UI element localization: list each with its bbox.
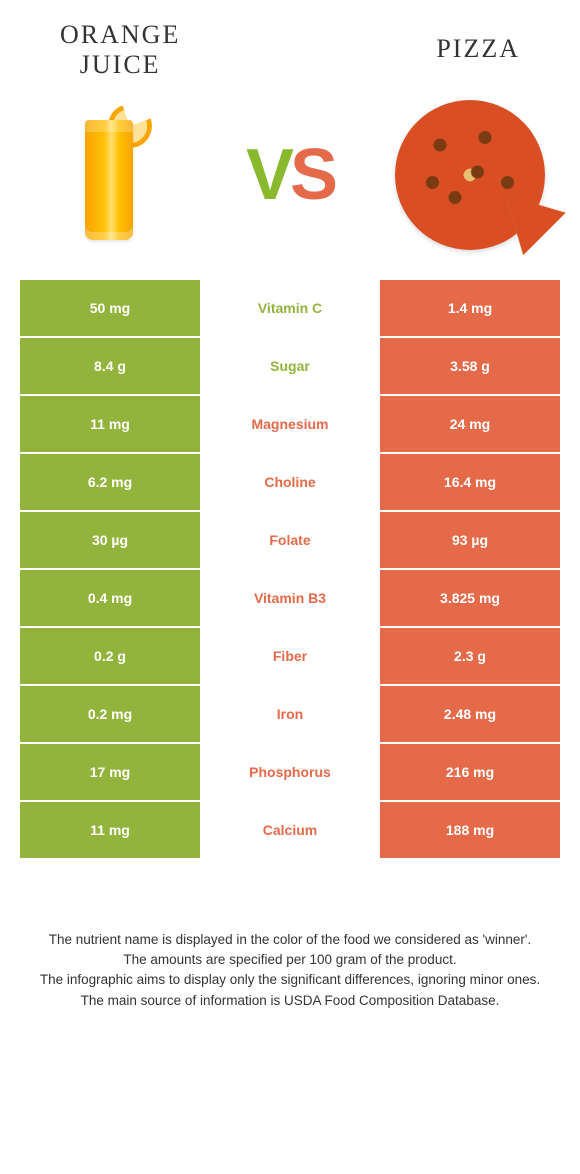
nutrient-name: Folate	[200, 512, 380, 568]
right-value: 2.3 g	[380, 628, 560, 684]
right-value: 93 µg	[380, 512, 560, 568]
vs-label: VS	[246, 134, 334, 216]
table-row: 0.4 mgVitamin B33.825 mg	[20, 570, 560, 626]
nutrient-name: Magnesium	[200, 396, 380, 452]
table-row: 11 mgMagnesium24 mg	[20, 396, 560, 452]
footer-line: The main source of information is USDA F…	[36, 991, 544, 1011]
pizza-icon	[395, 100, 545, 250]
orange-juice-icon	[50, 100, 170, 250]
nutrient-name: Vitamin B3	[200, 570, 380, 626]
table-row: 17 mgPhosphorus216 mg	[20, 744, 560, 800]
left-value: 6.2 mg	[20, 454, 200, 510]
footer-line: The infographic aims to display only the…	[36, 970, 544, 990]
right-value: 16.4 mg	[380, 454, 560, 510]
pizza-image	[390, 95, 550, 255]
right-value: 3.825 mg	[380, 570, 560, 626]
footer-notes: The nutrient name is displayed in the co…	[0, 860, 580, 1011]
right-value: 1.4 mg	[380, 280, 560, 336]
nutrient-name: Choline	[200, 454, 380, 510]
right-value: 3.58 g	[380, 338, 560, 394]
left-food-title: ORANGEJUICE	[60, 20, 180, 80]
right-value: 24 mg	[380, 396, 560, 452]
nutrient-name: Calcium	[200, 802, 380, 858]
left-value: 8.4 g	[20, 338, 200, 394]
nutrient-name: Fiber	[200, 628, 380, 684]
left-value: 17 mg	[20, 744, 200, 800]
nutrient-name: Vitamin C	[200, 280, 380, 336]
left-value: 0.2 mg	[20, 686, 200, 742]
images-row: VS	[0, 90, 580, 280]
nutrient-table: 50 mgVitamin C1.4 mg8.4 gSugar3.58 g11 m…	[0, 280, 580, 858]
table-row: 6.2 mgCholine16.4 mg	[20, 454, 560, 510]
left-value: 11 mg	[20, 396, 200, 452]
left-value: 0.4 mg	[20, 570, 200, 626]
left-value: 0.2 g	[20, 628, 200, 684]
orange-juice-image	[30, 95, 190, 255]
header: ORANGEJUICE PIZZA	[0, 0, 580, 90]
right-value: 188 mg	[380, 802, 560, 858]
table-row: 0.2 gFiber2.3 g	[20, 628, 560, 684]
nutrient-name: Sugar	[200, 338, 380, 394]
table-row: 8.4 gSugar3.58 g	[20, 338, 560, 394]
nutrient-name: Phosphorus	[200, 744, 380, 800]
table-row: 30 µgFolate93 µg	[20, 512, 560, 568]
left-value: 50 mg	[20, 280, 200, 336]
table-row: 11 mgCalcium188 mg	[20, 802, 560, 858]
left-value: 11 mg	[20, 802, 200, 858]
right-value: 216 mg	[380, 744, 560, 800]
nutrient-name: Iron	[200, 686, 380, 742]
footer-line: The nutrient name is displayed in the co…	[36, 930, 544, 950]
left-value: 30 µg	[20, 512, 200, 568]
table-row: 0.2 mgIron2.48 mg	[20, 686, 560, 742]
table-row: 50 mgVitamin C1.4 mg	[20, 280, 560, 336]
footer-line: The amounts are specified per 100 gram o…	[36, 950, 544, 970]
right-food-title: PIZZA	[436, 20, 520, 80]
right-value: 2.48 mg	[380, 686, 560, 742]
